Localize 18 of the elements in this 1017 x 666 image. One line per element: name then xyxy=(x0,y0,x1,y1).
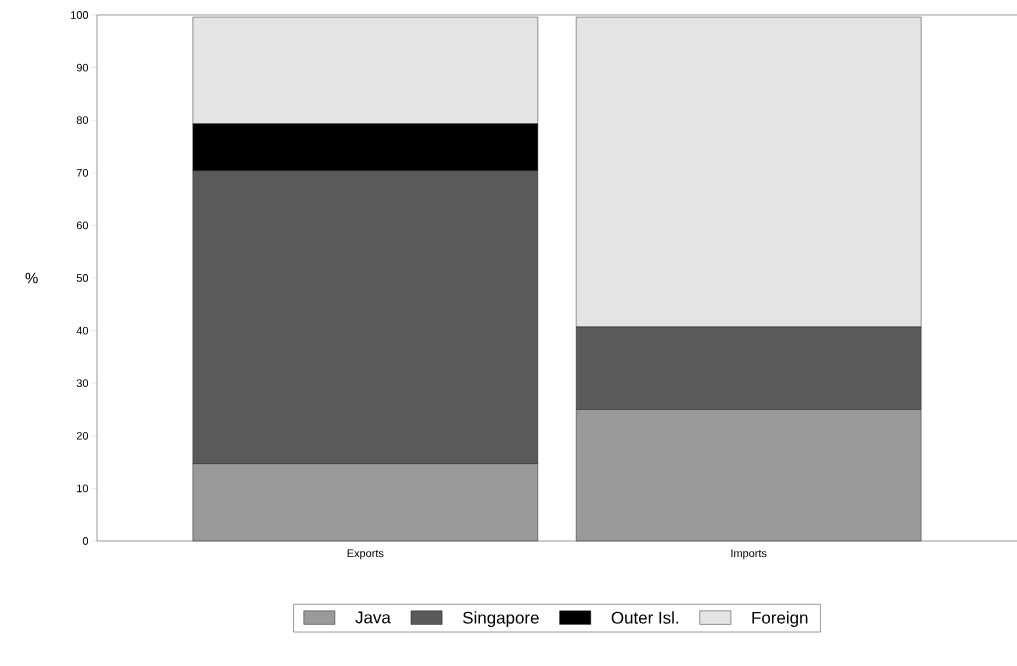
y-axis-title: % xyxy=(25,272,38,284)
y-tick-label: 60 xyxy=(76,221,89,230)
y-tick-label: 70 xyxy=(76,168,89,177)
x-tick-label: Exports xyxy=(347,549,384,560)
y-tick-label: 30 xyxy=(76,379,89,388)
y-tick-label: 40 xyxy=(76,326,89,335)
y-tick-label: 10 xyxy=(77,484,89,493)
y-tick-label: 90 xyxy=(76,63,89,72)
x-tick-label: Imports xyxy=(731,549,767,560)
y-tick-label: 100 xyxy=(71,11,89,19)
y-tick-label: 20 xyxy=(76,431,89,440)
legend-label: Outer Isl. xyxy=(611,611,679,624)
y-tick-label: 80 xyxy=(76,116,89,125)
y-tick-label: 0 xyxy=(82,537,89,545)
legend-label: Java xyxy=(355,611,391,624)
y-tick-label: 50 xyxy=(76,274,89,282)
legend-label: Foreign xyxy=(752,611,808,628)
legend-label: Singapore xyxy=(463,611,539,628)
